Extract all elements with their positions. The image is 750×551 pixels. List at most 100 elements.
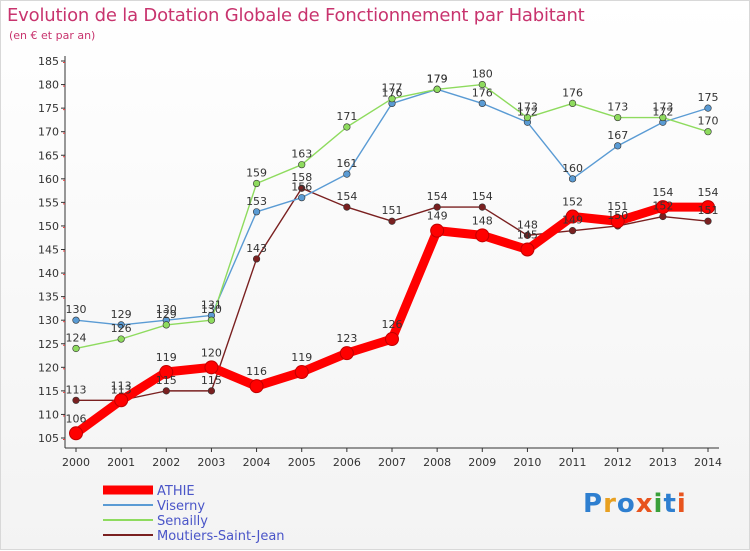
data-point-moutiers-saint-jean [162,387,170,395]
data-point-moutiers-saint-jean [478,203,486,211]
x-tick-label: 2009 [468,456,496,469]
x-tick-label: 2005 [288,456,316,469]
data-point-moutiers-saint-jean [343,203,351,211]
data-point-athie [655,200,670,215]
x-tick-label: 2001 [107,456,135,469]
data-point-senailly [659,113,667,122]
data-point-senailly [298,161,306,169]
data-label-athie: 113 [111,379,132,392]
data-label-senailly: 170 [698,115,719,128]
data-point-athie [520,242,535,257]
x-tick-label: 2006 [333,456,361,469]
data-label-moutiers-saint-jean: 151 [382,204,403,217]
logo-letter: t [663,489,677,519]
y-tick-label: 170 [38,126,59,139]
data-label-moutiers-saint-jean: 149 [562,214,583,227]
data-label-athie: 145 [517,229,538,242]
data-point-athie [565,209,580,224]
data-label-senailly: 177 [382,82,403,95]
data-label-viserny: 131 [201,298,222,311]
data-point-senailly [478,80,486,89]
y-tick-label: 180 [38,79,59,92]
data-label-viserny: 172 [652,105,673,118]
y-tick-label: 175 [38,102,59,115]
data-point-senailly [117,335,125,343]
data-point-athie [204,360,219,375]
data-point-athie [475,228,490,243]
data-point-senailly [72,344,80,353]
data-label-moutiers-saint-jean: 154 [427,190,448,203]
data-point-senailly [162,321,170,329]
y-tick-label: 140 [38,267,59,280]
y-tick-label: 135 [38,291,59,304]
y-tick-label: 165 [38,149,59,162]
x-tick-label: 2004 [243,456,271,469]
data-label-senailly: 159 [246,167,267,180]
x-tick-label: 2008 [423,456,451,469]
y-tick-label: 120 [38,361,59,374]
y-tick-label: 160 [38,173,59,186]
data-label-athie: 148 [472,214,493,227]
data-point-moutiers-saint-jean [207,387,216,395]
data-point-athie [114,393,129,408]
data-label-athie: 154 [652,186,673,199]
data-label-athie: 123 [336,332,357,345]
data-point-senailly [704,128,712,136]
chart-subtitle: (en € et par an) [9,29,96,42]
data-label-moutiers-saint-jean: 148 [517,218,538,231]
data-point-athie [294,365,309,380]
legend-label-moutiers-saint-jean: Moutiers-Saint-Jean [157,529,285,544]
logo-letter: x [635,489,654,519]
data-label-viserny: 176 [472,86,493,99]
data-label-viserny: 161 [336,157,357,170]
legend-label-athie: ATHIE [157,484,195,499]
data-point-viserny [704,104,712,112]
data-label-senailly: 124 [66,331,87,344]
data-point-moutiers-saint-jean [433,203,441,211]
legend-label-senailly: Senailly [157,514,208,529]
data-point-athie [249,379,264,394]
data-label-moutiers-saint-jean: 143 [246,242,267,255]
data-label-moutiers-saint-jean: 150 [607,209,628,222]
x-tick-label: 2003 [197,456,225,469]
data-label-senailly: 171 [336,110,357,123]
data-point-senailly [433,85,441,93]
data-point-athie [339,346,354,361]
data-label-moutiers-saint-jean: 115 [201,374,222,387]
data-point-athie [701,200,715,215]
data-label-athie: 152 [562,196,583,209]
y-tick-label: 110 [38,408,59,421]
data-label-viserny: 130 [156,303,177,316]
x-tick-label: 2014 [694,456,722,469]
y-tick-label: 185 [38,55,59,68]
data-point-athie [610,214,625,229]
data-label-athie: 154 [698,186,719,199]
data-point-moutiers-saint-jean [659,212,667,221]
data-label-viserny: 176 [382,86,403,99]
data-point-viserny [298,194,306,202]
x-tick-label: 2011 [559,456,587,469]
logo-letter: o [616,489,636,519]
data-label-senailly: 173 [607,101,628,114]
data-label-senailly: 179 [427,72,448,85]
data-label-moutiers-saint-jean: 113 [66,383,87,396]
chart-title: Evolution de la Dotation Globale de Fonc… [7,5,585,26]
data-label-viserny: 130 [66,303,87,316]
data-point-athie [69,426,83,441]
data-point-moutiers-saint-jean [704,217,712,225]
y-tick-label: 150 [38,220,59,233]
chart-data-points [69,80,715,441]
data-label-viserny: 172 [517,105,538,118]
x-tick-label: 2013 [649,456,677,469]
data-label-viserny: 179 [427,72,448,85]
proxiti-logo: Proxiti [583,489,687,519]
data-point-viserny [117,321,125,329]
data-point-viserny [568,175,577,183]
data-label-moutiers-saint-jean: 113 [111,383,132,396]
data-point-viserny [343,170,351,178]
logo-letter: i [653,489,664,519]
data-label-senailly: 173 [517,101,538,114]
